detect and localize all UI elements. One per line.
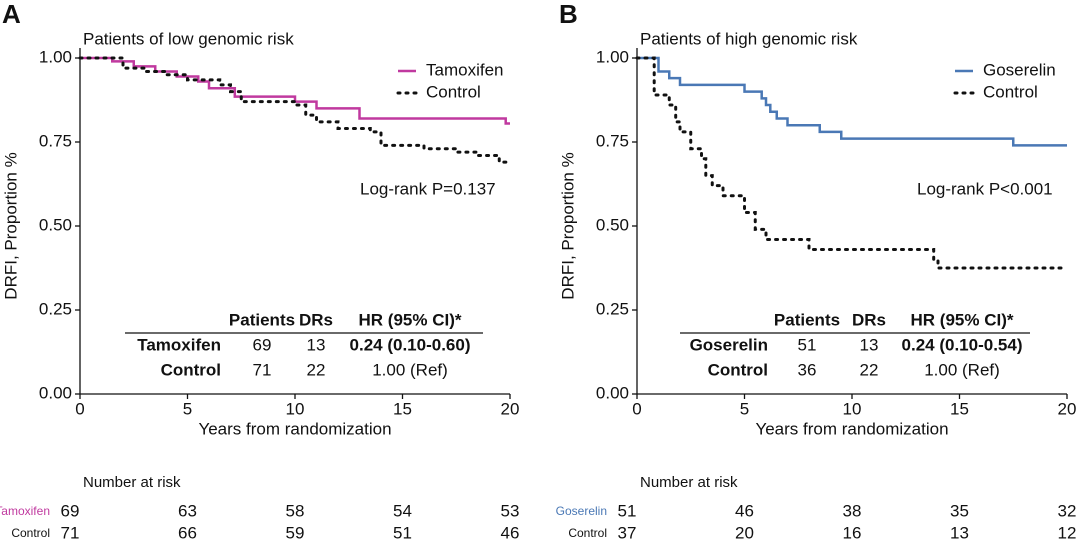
risk-value: 51 <box>618 501 637 520</box>
risk-value: 38 <box>843 501 862 520</box>
risk-value: 46 <box>735 501 754 520</box>
table-row-name: Tamoxifen <box>137 335 221 354</box>
x-axis-label: Years from randomization <box>755 419 948 438</box>
table-header: Patients <box>229 310 295 329</box>
panel-label: B <box>559 0 578 29</box>
risk-value: 58 <box>286 501 305 520</box>
risk-value: 71 <box>61 523 80 542</box>
x-tick-label: 5 <box>740 399 749 418</box>
y-axis-label: DRFI, Proportion % <box>558 152 577 299</box>
table-header: DRs <box>299 310 333 329</box>
survival-curve <box>635 56 1069 270</box>
table-cell: 36 <box>798 360 817 379</box>
legend-label: Control <box>426 82 481 101</box>
x-axis-label: Years from randomization <box>198 419 391 438</box>
table-cell: 69 <box>253 335 272 354</box>
table-row-name: Goserelin <box>690 335 768 354</box>
annotation: Log-rank P<0.001 <box>917 179 1053 198</box>
table-header: Patients <box>774 310 840 329</box>
chart-title: Patients of high genomic risk <box>640 29 858 48</box>
x-tick-label: 15 <box>950 399 969 418</box>
risk-title: Number at risk <box>640 474 738 491</box>
risk-value: 59 <box>286 523 305 542</box>
risk-value: 53 <box>501 501 520 520</box>
risk-value: 35 <box>950 501 969 520</box>
y-tick-label: 0.50 <box>39 215 72 234</box>
table-row-name: Control <box>708 360 768 379</box>
y-tick-label: 0.25 <box>39 299 72 318</box>
y-tick-label: 0.50 <box>596 215 629 234</box>
table-cell: 13 <box>307 335 326 354</box>
risk-value: 32 <box>1058 501 1077 520</box>
legend-label: Tamoxifen <box>426 60 503 79</box>
table-header: HR (95% CI)* <box>911 310 1014 329</box>
y-tick-label: 1.00 <box>596 47 629 66</box>
annotation: Log-rank P=0.137 <box>360 179 496 198</box>
y-tick-label: 0.00 <box>596 383 629 402</box>
risk-value: 37 <box>618 523 637 542</box>
y-tick-label: 1.00 <box>39 47 72 66</box>
risk-row-name: Goserelin <box>556 504 607 518</box>
x-tick-label: 20 <box>501 399 520 418</box>
risk-value: 12 <box>1058 523 1077 542</box>
table-cell: 1.00 (Ref) <box>372 360 448 379</box>
risk-value: 13 <box>950 523 969 542</box>
x-tick-label: 10 <box>286 399 305 418</box>
risk-row-name: Control <box>568 526 607 540</box>
y-tick-label: 0.00 <box>39 383 72 402</box>
table-cell: 71 <box>253 360 272 379</box>
table-cell: 13 <box>860 335 879 354</box>
table-cell: 0.24 (0.10-0.60) <box>350 335 471 354</box>
table-cell: 0.24 (0.10-0.54) <box>902 335 1023 354</box>
table-cell: 22 <box>307 360 326 379</box>
survival-curve <box>78 56 512 164</box>
table-cell: 51 <box>798 335 817 354</box>
x-tick-label: 10 <box>843 399 862 418</box>
risk-value: 20 <box>735 523 754 542</box>
table-header: HR (95% CI)* <box>359 310 462 329</box>
legend-label: Control <box>983 82 1038 101</box>
risk-value: 63 <box>178 501 197 520</box>
x-tick-label: 5 <box>183 399 192 418</box>
y-tick-label: 0.25 <box>596 299 629 318</box>
risk-value: 51 <box>393 523 412 542</box>
y-tick-label: 0.75 <box>39 131 72 150</box>
risk-value: 16 <box>843 523 862 542</box>
table-header: DRs <box>852 310 886 329</box>
x-tick-label: 20 <box>1058 399 1077 418</box>
survival-curve <box>80 56 510 125</box>
panel-label: A <box>2 0 21 29</box>
x-tick-label: 0 <box>75 399 84 418</box>
risk-value: 46 <box>501 523 520 542</box>
y-tick-label: 0.75 <box>596 131 629 150</box>
survival-curve <box>637 56 1067 147</box>
legend-label: Goserelin <box>983 60 1056 79</box>
risk-row-name: Tamoxifen <box>0 504 50 518</box>
table-cell: 1.00 (Ref) <box>924 360 1000 379</box>
table-row-name: Control <box>161 360 221 379</box>
risk-value: 69 <box>61 501 80 520</box>
risk-row-name: Control <box>11 526 50 540</box>
x-tick-label: 15 <box>393 399 412 418</box>
y-axis-label: DRFI, Proportion % <box>1 152 20 299</box>
risk-value: 54 <box>393 501 412 520</box>
x-tick-label: 0 <box>632 399 641 418</box>
risk-title: Number at risk <box>83 474 181 491</box>
chart-title: Patients of low genomic risk <box>83 29 294 48</box>
risk-value: 66 <box>178 523 197 542</box>
table-cell: 22 <box>860 360 879 379</box>
